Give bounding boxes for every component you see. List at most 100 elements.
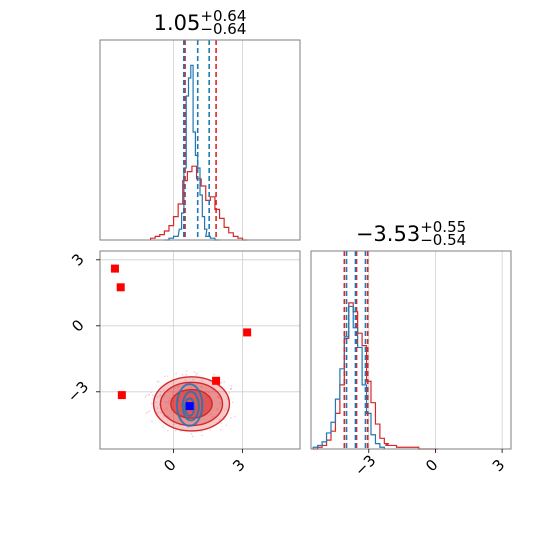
sample-point [178,385,180,387]
y-tick-label: −3 [64,378,92,406]
sample-point [220,428,222,431]
contour-model-b [176,383,204,427]
contours-model-b [176,383,204,427]
title-minus-error: −0.54 [420,231,466,249]
sample-point [148,410,151,412]
y-tick-label: 3 [68,250,87,269]
sample-point [159,394,162,396]
sample-point [156,396,159,398]
x-tick-label: 3 [489,456,508,475]
truth-point [110,264,119,273]
sample-point [167,401,169,404]
sample-point [230,385,233,387]
sample-point [216,408,219,411]
sample-point [216,395,219,397]
title-minus-error: −0.64 [200,20,246,38]
sample-point [226,398,229,400]
sample-point [145,412,147,415]
histogram-model-b [312,305,385,449]
y-ticks: −3 0 3 [64,250,100,406]
sample-point [231,401,234,404]
sample-point [220,422,223,425]
x-tick-label: 0 [160,456,179,475]
sample-point [157,411,159,414]
marginal-panel-p0: 1.05+0.64 −0.64 [99,7,301,241]
truth-point [243,328,252,337]
sample-point [150,391,153,394]
marginal-title-p1: −3.53+0.55 −0.54 [356,218,466,249]
truth-marker [185,402,194,411]
sample-point [144,396,147,398]
marginal-panel-p1: −3 0 3 −3.53+0.55 −0.54 [310,218,512,480]
sample-point [217,396,219,399]
sample-point [200,385,203,388]
sample-point [159,411,162,414]
sample-point [223,409,226,411]
sample-point [156,380,159,383]
sample-point [201,379,203,382]
sample-point [163,395,166,397]
quantile-lines [183,40,217,240]
histogram-model-a [313,302,438,450]
sample-point [162,426,164,428]
sample-point [173,387,176,389]
sample-point [196,372,198,375]
sample-point [193,371,196,373]
sample-point [166,375,169,377]
sample-point [172,394,174,396]
x-tick-label: 0 [422,456,441,475]
contour-model-b [184,397,196,418]
quantile-lines [343,251,369,449]
sample-point [208,392,210,394]
sample-point [184,379,187,382]
title-plus-error: +0.55 [420,218,466,236]
sample-point [170,409,173,412]
sample-point [225,424,228,427]
sample-point [148,393,151,395]
sample-point [157,380,160,383]
marginal-title-p0: 1.05+0.64 −0.64 [154,7,247,38]
sample-point [192,378,194,381]
sample-point [191,435,194,438]
histograms [312,302,438,450]
sample-point [146,411,149,413]
sample-point [230,388,232,390]
sample-point [148,394,150,397]
sample-point [228,392,231,394]
panel-frame [99,39,301,241]
histogram-model-b [164,64,220,241]
sample-point [150,402,153,405]
histograms [149,64,248,241]
sample-point [190,433,193,435]
sample-point [205,391,208,393]
contour-model-b [181,390,200,422]
panel-frame [310,250,512,450]
sample-point [156,407,159,409]
sample-point [210,413,212,416]
truth-point [212,376,221,385]
sample-point [188,386,191,389]
sample-point [234,415,236,418]
sample-point [225,407,228,409]
sample-point [175,372,177,375]
x-tick-label: 3 [229,456,248,475]
sample-point [151,394,154,396]
sample-point [167,429,169,432]
sample-point [168,400,170,402]
sample-point [163,389,165,391]
sample-point [220,381,223,384]
sample-point [159,390,162,393]
truth-point [116,283,125,292]
sample-point [163,375,166,378]
sample-point [167,402,170,405]
title-value: −3.53 [356,222,420,246]
title-value: 1.05 [154,11,201,35]
histogram-model-a [149,165,248,241]
sample-point [213,373,215,376]
sample-point [187,426,189,429]
truth-points [110,264,252,411]
sample-point [218,418,221,421]
x-ticks: −3 0 3 [351,449,508,480]
